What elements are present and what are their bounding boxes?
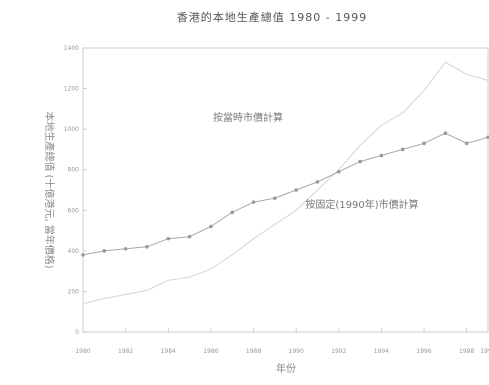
y-tick-label: 600: [68, 207, 80, 214]
x-tick-label: 1984: [161, 348, 176, 355]
series-2-point: [166, 236, 171, 241]
y-axis-ticks: 0 200 400 600 800 1000 1200 1400: [64, 45, 87, 336]
plot-area: [82, 47, 489, 333]
series-2-point: [315, 180, 320, 184]
series-2-point: [230, 210, 235, 215]
series-2-point: [358, 159, 362, 164]
series-2-point: [145, 245, 149, 249]
x-tick-label: 1986: [203, 348, 218, 355]
series-2-point: [336, 169, 341, 174]
y-tick-label: 400: [68, 248, 80, 255]
y-tick-label: 1200: [64, 86, 79, 93]
series-line-2: [82, 132, 489, 256]
x-tick-label: 1990: [289, 348, 304, 355]
x-tick-label: 1982: [118, 348, 133, 355]
x-tick-label: 1992: [331, 348, 346, 355]
series-2-point: [81, 253, 85, 257]
annotation-current-prices: 按當時市價計算: [213, 111, 283, 124]
series-line-1: [82, 61, 489, 305]
x-tick-label: 1994: [374, 348, 389, 355]
series-2-point: [400, 147, 405, 152]
series-2-point: [294, 188, 298, 192]
series-2-point: [102, 249, 107, 253]
x-tick-label: 1999: [480, 348, 489, 355]
series-2-point: [187, 234, 192, 239]
series-2-point: [443, 131, 448, 135]
annotation-constant-prices: 按固定(1990年)市價計算: [305, 198, 418, 211]
series-2-point: [251, 200, 256, 204]
series-2-point: [209, 224, 213, 229]
series-2-point: [379, 153, 384, 158]
y-axis-label: 本地生產總值 (十億港元, 當年價格): [43, 111, 56, 268]
x-axis-ticks: 1980 1982 1984 1986 1988 1990 1992 1994 1996 1998…: [75, 328, 489, 355]
series-2-point: [123, 247, 128, 251]
y-tick-label: 200: [68, 288, 80, 295]
y-tick-label: 1000: [64, 126, 79, 133]
y-tick-label: 800: [68, 167, 80, 174]
series-layer: [81, 61, 489, 305]
x-axis-label: 年份: [276, 362, 296, 375]
series-2-point: [486, 135, 489, 140]
series-2-point: [464, 141, 469, 146]
y-tick-label: 0: [75, 329, 79, 336]
chart-title: 香港的本地生產總值 1980 - 1999: [177, 10, 367, 24]
series-2-point: [273, 196, 277, 200]
series-2-point: [422, 141, 426, 146]
y-tick-label: 1400: [64, 45, 79, 52]
x-tick-label: 1980: [75, 348, 90, 355]
x-tick-label: 1996: [416, 348, 431, 355]
x-tick-label: 1998: [459, 348, 474, 355]
x-tick-label: 1988: [246, 348, 261, 355]
